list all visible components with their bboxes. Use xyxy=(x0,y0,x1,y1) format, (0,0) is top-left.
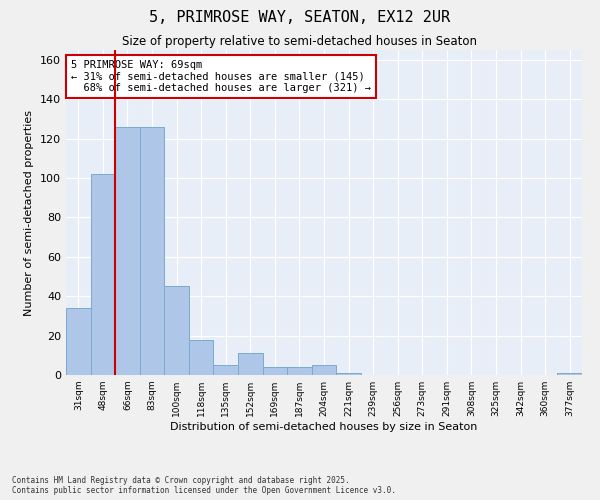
Y-axis label: Number of semi-detached properties: Number of semi-detached properties xyxy=(25,110,34,316)
Bar xyxy=(336,373,361,375)
X-axis label: Distribution of semi-detached houses by size in Seaton: Distribution of semi-detached houses by … xyxy=(170,422,478,432)
Bar xyxy=(140,127,164,375)
Bar xyxy=(164,286,189,375)
Bar xyxy=(91,174,115,375)
Bar xyxy=(238,354,263,375)
Bar xyxy=(115,127,140,375)
Bar xyxy=(557,373,582,375)
Text: Size of property relative to semi-detached houses in Seaton: Size of property relative to semi-detach… xyxy=(122,35,478,48)
Bar xyxy=(214,365,238,375)
Text: Contains HM Land Registry data © Crown copyright and database right 2025.
Contai: Contains HM Land Registry data © Crown c… xyxy=(12,476,396,495)
Text: 5 PRIMROSE WAY: 69sqm
← 31% of semi-detached houses are smaller (145)
  68% of s: 5 PRIMROSE WAY: 69sqm ← 31% of semi-deta… xyxy=(71,60,371,93)
Bar xyxy=(287,367,312,375)
Bar xyxy=(312,365,336,375)
Text: 5, PRIMROSE WAY, SEATON, EX12 2UR: 5, PRIMROSE WAY, SEATON, EX12 2UR xyxy=(149,10,451,25)
Bar xyxy=(263,367,287,375)
Bar xyxy=(66,308,91,375)
Bar xyxy=(189,340,214,375)
